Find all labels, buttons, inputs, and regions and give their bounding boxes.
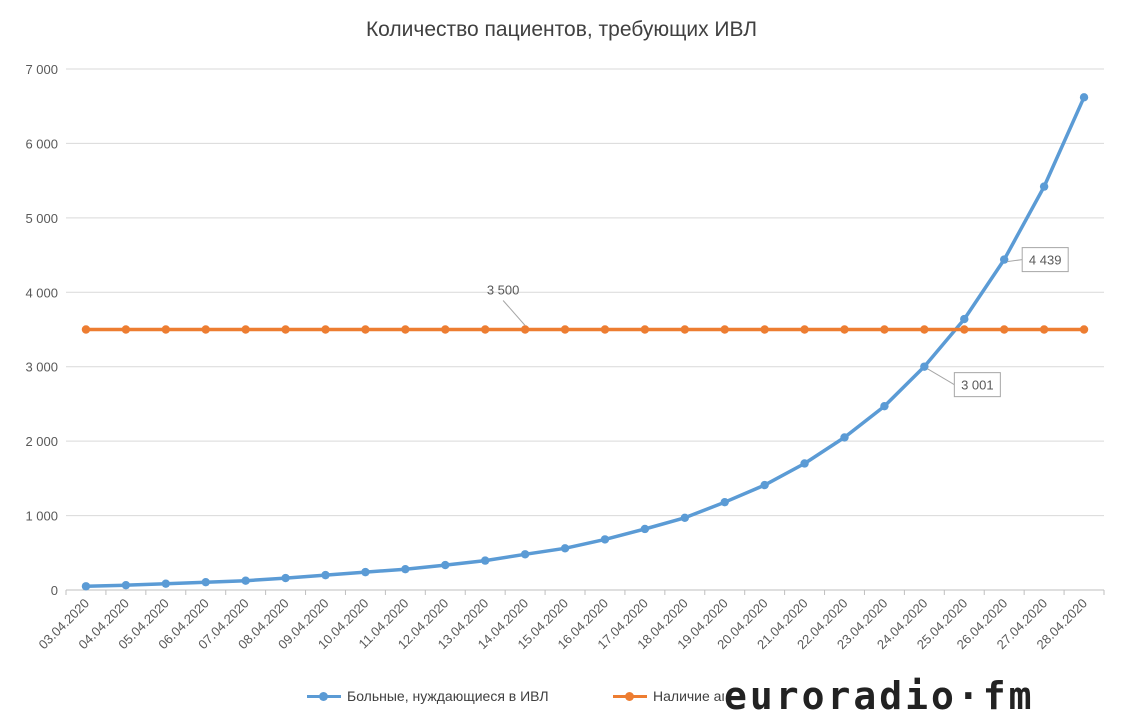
data-point-patients <box>121 580 131 590</box>
data-point-patients <box>760 480 769 490</box>
data-point-patients <box>600 535 610 544</box>
data-point-patients <box>1079 93 1089 102</box>
data-point-ventilators <box>720 325 729 334</box>
y-tick-label: 6 000 <box>25 136 58 151</box>
data-label-box <box>1021 247 1069 273</box>
data-point-ventilators <box>121 325 131 334</box>
data-point-ventilators <box>680 325 690 334</box>
data-point-ventilators <box>560 325 570 334</box>
legend-swatch-blue <box>307 688 341 704</box>
data-point-patients <box>520 550 530 559</box>
data-point-patients <box>1039 182 1049 191</box>
data-point-ventilators <box>640 325 650 334</box>
data-point-patients <box>441 560 450 570</box>
data-point-patients <box>999 255 1009 264</box>
data-point-ventilators <box>441 325 450 334</box>
data-point-patients <box>321 570 330 580</box>
data-point-ventilators <box>81 325 91 334</box>
data-point-ventilators <box>480 325 490 334</box>
data-point-ventilators <box>281 325 290 334</box>
y-tick-label: 3 000 <box>25 360 58 375</box>
data-point-patients <box>720 497 729 507</box>
legend-swatch-orange <box>613 688 647 704</box>
data-point-ventilators <box>161 325 171 334</box>
data-point-ventilators <box>920 325 929 334</box>
legend-label-patients: Больные, нуждающиеся в ИВЛ <box>347 688 549 704</box>
data-point-patients <box>880 401 889 411</box>
data-point-ventilators <box>600 325 610 334</box>
y-tick-label: 0 <box>51 583 58 598</box>
data-point-ventilators <box>800 325 809 334</box>
data-point-patients <box>840 433 849 442</box>
data-label-3500: 3 500 <box>487 283 520 298</box>
data-label-box <box>953 372 1001 398</box>
y-tick-label: 4 000 <box>25 285 58 300</box>
data-point-ventilators <box>201 325 210 334</box>
chart-title: Количество пациентов, требующих ИВЛ <box>365 18 758 41</box>
data-point-patients <box>401 564 410 574</box>
data-label-4439: 4 439 <box>1029 253 1062 268</box>
y-tick-label: 5 000 <box>25 211 58 226</box>
data-point-patients <box>201 577 210 587</box>
data-point-patients <box>960 314 969 324</box>
data-point-ventilators <box>401 325 410 334</box>
data-point-ventilators <box>520 325 530 334</box>
data-point-patients <box>281 573 290 583</box>
data-point-patients <box>161 579 171 588</box>
data-point-ventilators <box>1079 325 1089 334</box>
data-point-ventilators <box>1039 325 1049 334</box>
data-point-patients <box>480 556 490 565</box>
data-point-ventilators <box>999 325 1009 334</box>
watermark-logo: euroradio·fm <box>724 676 1104 716</box>
data-label-leader <box>502 300 526 326</box>
data-point-ventilators <box>760 325 769 334</box>
data-point-ventilators <box>960 325 969 334</box>
data-point-patients <box>560 544 570 553</box>
data-point-ventilators <box>321 325 330 334</box>
data-point-patients <box>361 567 370 577</box>
data-point-ventilators <box>361 325 370 334</box>
data-point-patients <box>800 459 809 468</box>
data-label-3001: 3 001 <box>961 378 994 393</box>
series-line-patients <box>85 96 1086 589</box>
y-tick-label: 7 000 <box>25 62 58 77</box>
data-label-leader <box>927 368 955 386</box>
data-point-patients <box>81 582 91 591</box>
data-label-leader <box>1007 259 1023 263</box>
data-point-patients <box>680 513 690 523</box>
data-point-ventilators <box>880 325 889 334</box>
y-tick-label: 2 000 <box>25 434 58 449</box>
data-point-patients <box>640 524 650 534</box>
legend-item-patients: Больные, нуждающиеся в ИВЛ <box>307 688 549 704</box>
y-tick-label: 1 000 <box>25 509 58 524</box>
data-point-ventilators <box>840 325 849 334</box>
data-point-patients <box>920 362 929 371</box>
data-point-ventilators <box>241 325 250 334</box>
data-point-patients <box>241 576 250 585</box>
